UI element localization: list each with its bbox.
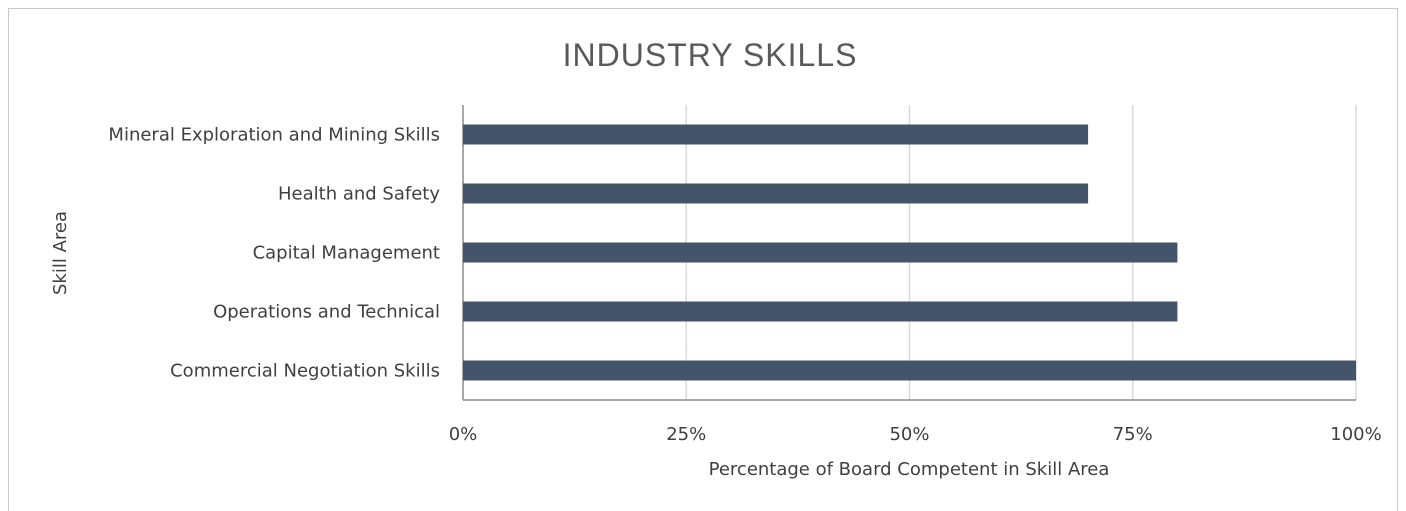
x-tick-label: 25% — [666, 424, 706, 445]
category-label: Commercial Negotiation Skills — [170, 361, 440, 382]
x-axis-title: Percentage of Board Competent in Skill A… — [709, 459, 1110, 480]
bars — [463, 124, 1356, 381]
x-tick-label: 100% — [1330, 424, 1381, 445]
bar — [463, 183, 1089, 204]
bar — [463, 242, 1178, 263]
x-tick-label: 50% — [889, 424, 929, 445]
x-tick-label: 0% — [449, 424, 478, 445]
x-tick-label: 75% — [1113, 424, 1153, 445]
category-label: Operations and Technical — [213, 302, 440, 323]
bar — [463, 301, 1178, 322]
category-label: Health and Safety — [278, 184, 440, 205]
category-labels: Mineral Exploration and Mining Skills Hea… — [108, 125, 440, 382]
y-axis-title: Skill Area — [50, 211, 71, 295]
chart-title: INDUSTRY SKILLS — [563, 37, 858, 73]
category-label: Capital Management — [253, 243, 440, 264]
bar — [463, 360, 1356, 381]
x-tick-labels: 0% 25% 50% 75% 100% — [449, 424, 1382, 445]
category-label: Mineral Exploration and Mining Skills — [108, 125, 440, 146]
chart-frame — [8, 8, 1398, 511]
bar — [463, 124, 1089, 145]
